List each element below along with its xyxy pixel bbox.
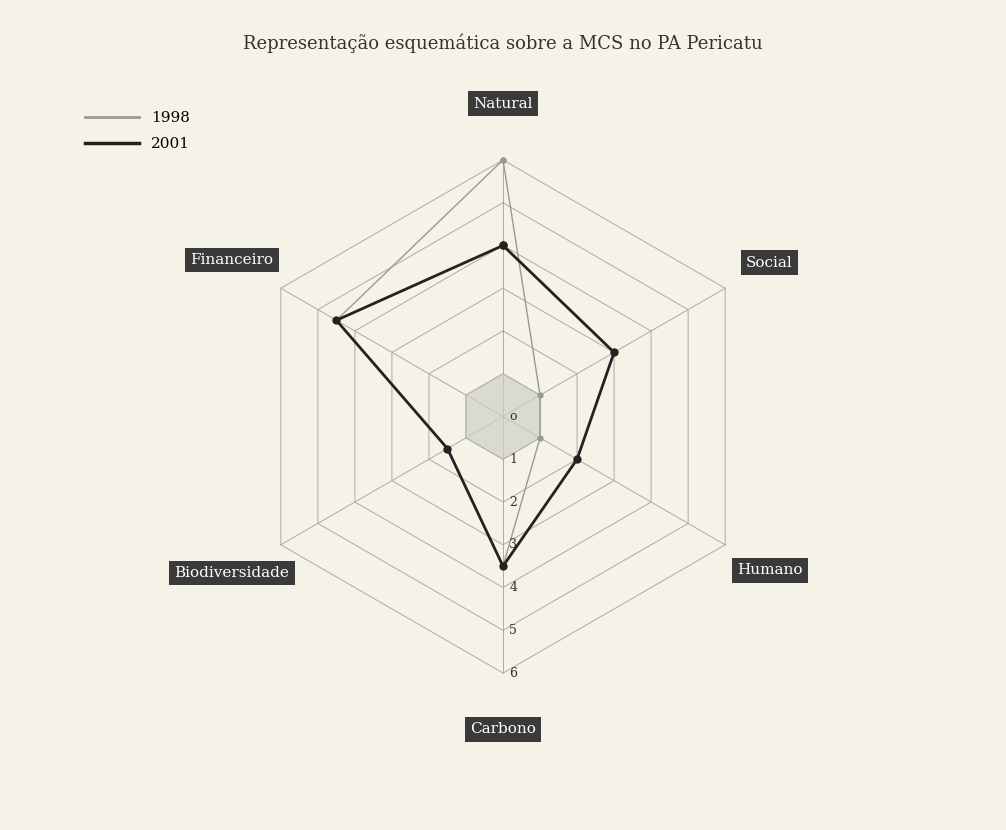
Text: Biodiversidade: Biodiversidade [174, 566, 290, 580]
Text: 2: 2 [509, 496, 517, 509]
Legend: 1998, 2001: 1998, 2001 [79, 105, 196, 157]
Text: Humano: Humano [736, 564, 803, 578]
Text: Social: Social [746, 256, 793, 270]
Text: 5: 5 [509, 624, 517, 637]
Text: 1: 1 [509, 453, 517, 466]
Text: Representação esquemática sobre a MCS no PA Pericatu: Representação esquemática sobre a MCS no… [243, 33, 763, 52]
Polygon shape [466, 374, 540, 459]
Text: 3: 3 [509, 539, 517, 551]
Text: Financeiro: Financeiro [190, 253, 274, 267]
Text: 6: 6 [509, 666, 517, 680]
Text: o: o [509, 410, 517, 423]
Text: Carbono: Carbono [470, 722, 536, 736]
Text: Natural: Natural [473, 96, 533, 110]
Text: 4: 4 [509, 581, 517, 594]
